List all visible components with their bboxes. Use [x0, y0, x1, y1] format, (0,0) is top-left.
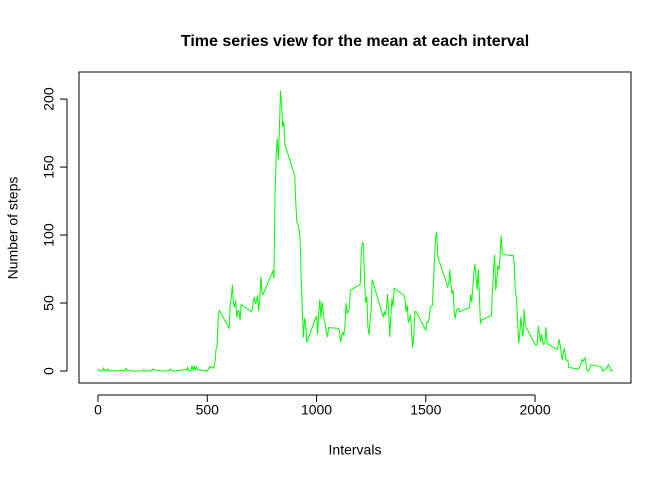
x-tick-label: 0: [94, 402, 102, 418]
chart-title: Time series view for the mean at each in…: [181, 33, 529, 50]
y-tick-label: 50: [41, 295, 57, 311]
x-tick-label: 1000: [301, 402, 332, 418]
y-tick-label: 200: [41, 87, 57, 111]
y-axis-label: Number of steps: [5, 177, 21, 280]
data-line: [97, 90, 614, 373]
x-tick-label: 1500: [410, 402, 441, 418]
y-tick-label: 150: [41, 155, 57, 179]
plot-box: [78, 71, 632, 384]
x-tick-label: 500: [196, 402, 220, 418]
x-axis-label: Intervals: [329, 442, 382, 458]
y-tick-label: 0: [41, 367, 57, 375]
y-tick-label: 100: [41, 223, 57, 247]
x-tick-label: 2000: [519, 402, 550, 418]
